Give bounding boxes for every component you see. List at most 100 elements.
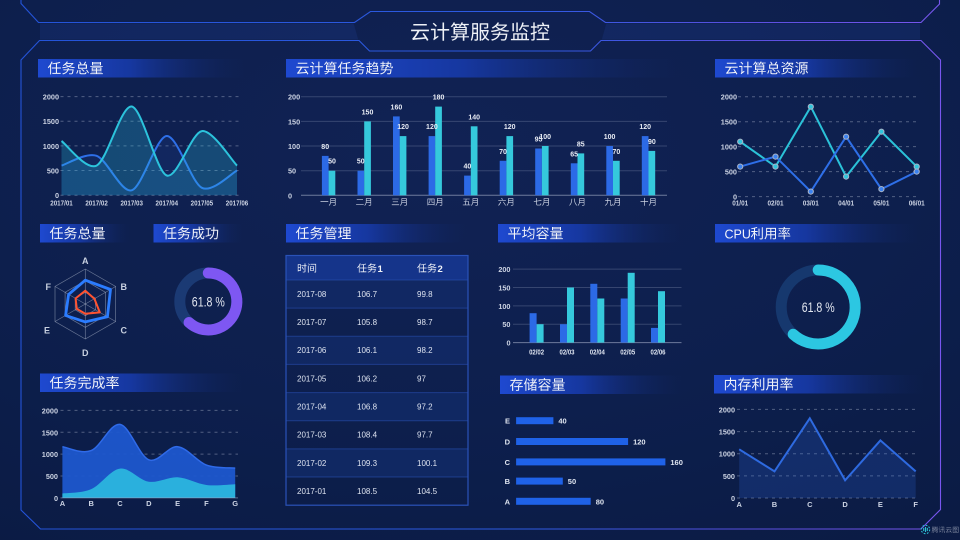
- svg-text:98.2: 98.2: [417, 346, 433, 355]
- svg-text:1500: 1500: [719, 428, 735, 437]
- svg-text:2017/04: 2017/04: [156, 198, 179, 207]
- svg-text:108.4: 108.4: [357, 431, 378, 440]
- svg-text:E: E: [878, 500, 883, 509]
- svg-text:100: 100: [498, 302, 510, 311]
- svg-text:150: 150: [498, 284, 510, 293]
- svg-text:2017-07: 2017-07: [297, 318, 327, 327]
- svg-text:120: 120: [633, 438, 646, 447]
- svg-text:1000: 1000: [719, 450, 735, 459]
- svg-text:200: 200: [498, 265, 510, 274]
- svg-text:104.5: 104.5: [417, 487, 438, 496]
- svg-text:2017-03: 2017-03: [297, 431, 327, 440]
- svg-text:109.3: 109.3: [357, 459, 378, 468]
- svg-text:02/06: 02/06: [651, 347, 666, 356]
- svg-text:G: G: [232, 499, 238, 508]
- svg-text:2017-08: 2017-08: [297, 290, 327, 299]
- svg-text:120: 120: [639, 124, 651, 131]
- svg-text:85: 85: [577, 141, 585, 148]
- svg-text:65: 65: [570, 151, 578, 158]
- svg-text:108.5: 108.5: [357, 487, 378, 496]
- svg-text:0: 0: [733, 193, 737, 202]
- svg-text:C: C: [807, 500, 813, 509]
- svg-text:61.8 %: 61.8 %: [802, 299, 835, 315]
- svg-text:E: E: [175, 499, 180, 508]
- svg-text:C: C: [117, 499, 123, 508]
- svg-text:2000: 2000: [42, 406, 58, 415]
- svg-text:A: A: [505, 497, 511, 506]
- svg-text:61.8 %: 61.8 %: [192, 294, 225, 310]
- svg-text:160: 160: [670, 458, 683, 467]
- svg-text:1500: 1500: [42, 428, 58, 437]
- svg-text:02/01: 02/01: [768, 199, 784, 208]
- svg-text:1500: 1500: [721, 118, 737, 127]
- svg-text:50: 50: [357, 159, 365, 166]
- svg-text:99.8: 99.8: [417, 290, 433, 299]
- svg-text:500: 500: [47, 167, 59, 176]
- svg-text:97: 97: [417, 374, 426, 383]
- svg-text:01/01: 01/01: [732, 199, 748, 208]
- svg-text:D: D: [505, 438, 511, 447]
- svg-text:03/01: 03/01: [803, 199, 819, 208]
- svg-text:120: 120: [504, 124, 516, 131]
- svg-text:02/03: 02/03: [560, 347, 575, 356]
- svg-text:2017/03: 2017/03: [120, 198, 143, 207]
- svg-text:A: A: [82, 256, 89, 266]
- svg-text:2000: 2000: [719, 405, 735, 414]
- svg-text:1: 1: [378, 264, 384, 275]
- svg-text:A: A: [736, 500, 742, 509]
- svg-text:90: 90: [648, 139, 656, 146]
- svg-text:2017-01: 2017-01: [297, 487, 327, 496]
- svg-text:F: F: [46, 282, 52, 292]
- svg-text:40: 40: [464, 164, 472, 171]
- svg-text:02/04: 02/04: [590, 347, 606, 356]
- svg-text:0: 0: [55, 191, 59, 200]
- svg-text:2: 2: [438, 264, 443, 275]
- svg-text:95: 95: [535, 137, 543, 144]
- svg-text:B: B: [505, 477, 511, 486]
- svg-text:50: 50: [502, 320, 510, 329]
- svg-text:200: 200: [288, 93, 300, 102]
- svg-text:C: C: [505, 458, 511, 467]
- svg-text:500: 500: [725, 168, 737, 177]
- svg-text:100.1: 100.1: [417, 459, 438, 468]
- svg-text:B: B: [88, 499, 94, 508]
- svg-text:D: D: [146, 499, 152, 508]
- svg-text:06/01: 06/01: [909, 199, 925, 208]
- svg-text:106.2: 106.2: [357, 374, 378, 383]
- svg-text:F: F: [913, 500, 918, 509]
- svg-text:A: A: [60, 499, 66, 508]
- svg-text:E: E: [505, 417, 510, 426]
- svg-text:50: 50: [568, 477, 576, 486]
- svg-text:50: 50: [328, 159, 336, 166]
- svg-text:2017/05: 2017/05: [191, 198, 214, 207]
- svg-text:80: 80: [321, 144, 329, 151]
- svg-text:05/01: 05/01: [873, 199, 889, 208]
- svg-text:02/05: 02/05: [620, 347, 635, 356]
- svg-text:120: 120: [426, 124, 438, 131]
- svg-text:2017-06: 2017-06: [297, 346, 327, 355]
- svg-text:2017-02: 2017-02: [297, 459, 327, 468]
- svg-text:106.8: 106.8: [357, 403, 378, 412]
- svg-text:150: 150: [288, 117, 300, 126]
- svg-text:E: E: [44, 326, 50, 336]
- svg-text:F: F: [204, 499, 209, 508]
- svg-text:2017-05: 2017-05: [297, 374, 327, 383]
- svg-text:0: 0: [54, 494, 58, 503]
- svg-text:D: D: [82, 348, 89, 358]
- svg-text:100: 100: [288, 142, 300, 151]
- svg-text:500: 500: [723, 472, 735, 481]
- svg-text:2000: 2000: [43, 93, 59, 102]
- svg-text:2017/02: 2017/02: [85, 198, 108, 207]
- svg-text:2017/06: 2017/06: [226, 198, 249, 207]
- svg-text:100: 100: [604, 134, 616, 141]
- svg-text:80: 80: [596, 497, 604, 506]
- svg-text:106.1: 106.1: [357, 346, 378, 355]
- svg-text:100: 100: [539, 134, 551, 141]
- svg-text:C: C: [121, 326, 128, 336]
- svg-text:2000: 2000: [721, 93, 737, 102]
- svg-text:97.7: 97.7: [417, 431, 433, 440]
- svg-text:0: 0: [288, 191, 292, 200]
- svg-text:105.8: 105.8: [357, 318, 378, 327]
- svg-text:500: 500: [46, 472, 58, 481]
- svg-text:70: 70: [613, 149, 621, 156]
